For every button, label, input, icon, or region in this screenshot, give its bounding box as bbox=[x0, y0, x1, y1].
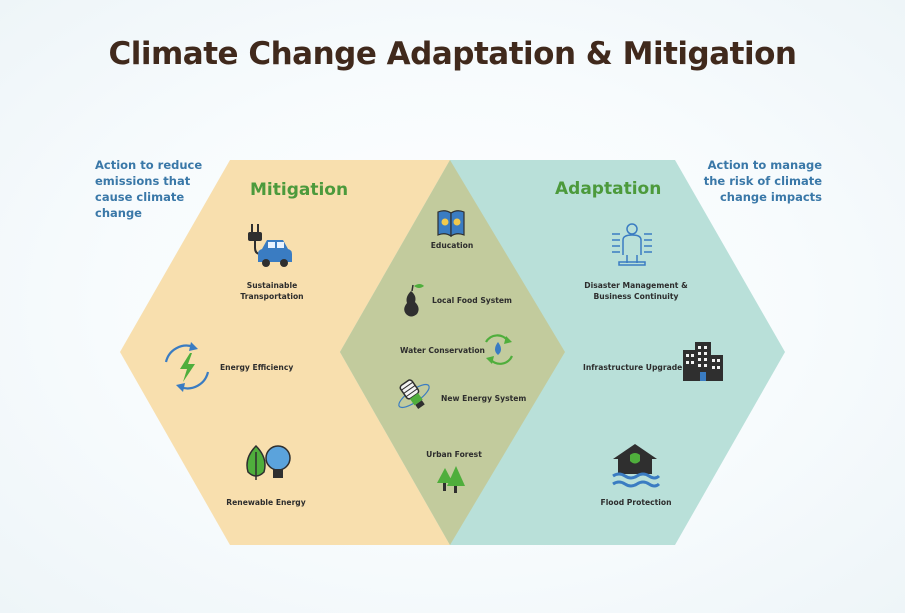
overlap-region bbox=[340, 160, 565, 545]
electric-car-icon bbox=[248, 224, 292, 267]
label-disaster-management: Disaster Management & Business Continuit… bbox=[584, 280, 687, 302]
label-energy-efficiency: Energy Efficiency bbox=[220, 363, 294, 372]
flooded-house-icon bbox=[612, 444, 661, 488]
label-urban-forest: Urban Forest bbox=[426, 450, 482, 459]
buildings-icon bbox=[683, 342, 723, 381]
cfl-bulb-icon bbox=[398, 379, 430, 409]
label-local-food-system: Local Food System bbox=[432, 296, 512, 305]
label-flood-protection: Flood Protection bbox=[600, 498, 672, 507]
trees-icon bbox=[437, 466, 465, 493]
person-monitor-icon bbox=[612, 223, 652, 266]
label-line: Sustainable bbox=[246, 281, 298, 290]
label-infrastructure-upgrade: Infrastructure Upgrade bbox=[583, 363, 683, 372]
water-cycle-icon bbox=[485, 334, 514, 365]
adaptation-title: Adaptation bbox=[555, 179, 662, 199]
energy-efficiency-icon bbox=[164, 342, 210, 392]
label-line: Transportation bbox=[240, 292, 304, 301]
label-renewable-energy: Renewable Energy bbox=[226, 498, 306, 507]
leaf-bulb-icon bbox=[246, 444, 291, 480]
label-new-energy-system: New Energy System bbox=[441, 394, 527, 403]
adaptation-description: Action to manage the risk of climate cha… bbox=[703, 158, 822, 204]
label-education: Education bbox=[430, 241, 474, 250]
mitigation-description: Action to reduce emissions that cause cl… bbox=[95, 158, 203, 220]
book-icon bbox=[437, 210, 465, 238]
label-sustainable-transportation: Sustainable Transportation bbox=[240, 280, 303, 302]
mitigation-title: Mitigation bbox=[250, 180, 349, 200]
label-line: Business Continuity bbox=[593, 292, 679, 301]
pear-icon bbox=[404, 284, 424, 317]
label-water-conservation: Water Conservation bbox=[400, 346, 485, 355]
label-line: Disaster Management & bbox=[584, 281, 688, 290]
page-title: Climate Change Adaptation & Mitigation bbox=[108, 36, 797, 72]
